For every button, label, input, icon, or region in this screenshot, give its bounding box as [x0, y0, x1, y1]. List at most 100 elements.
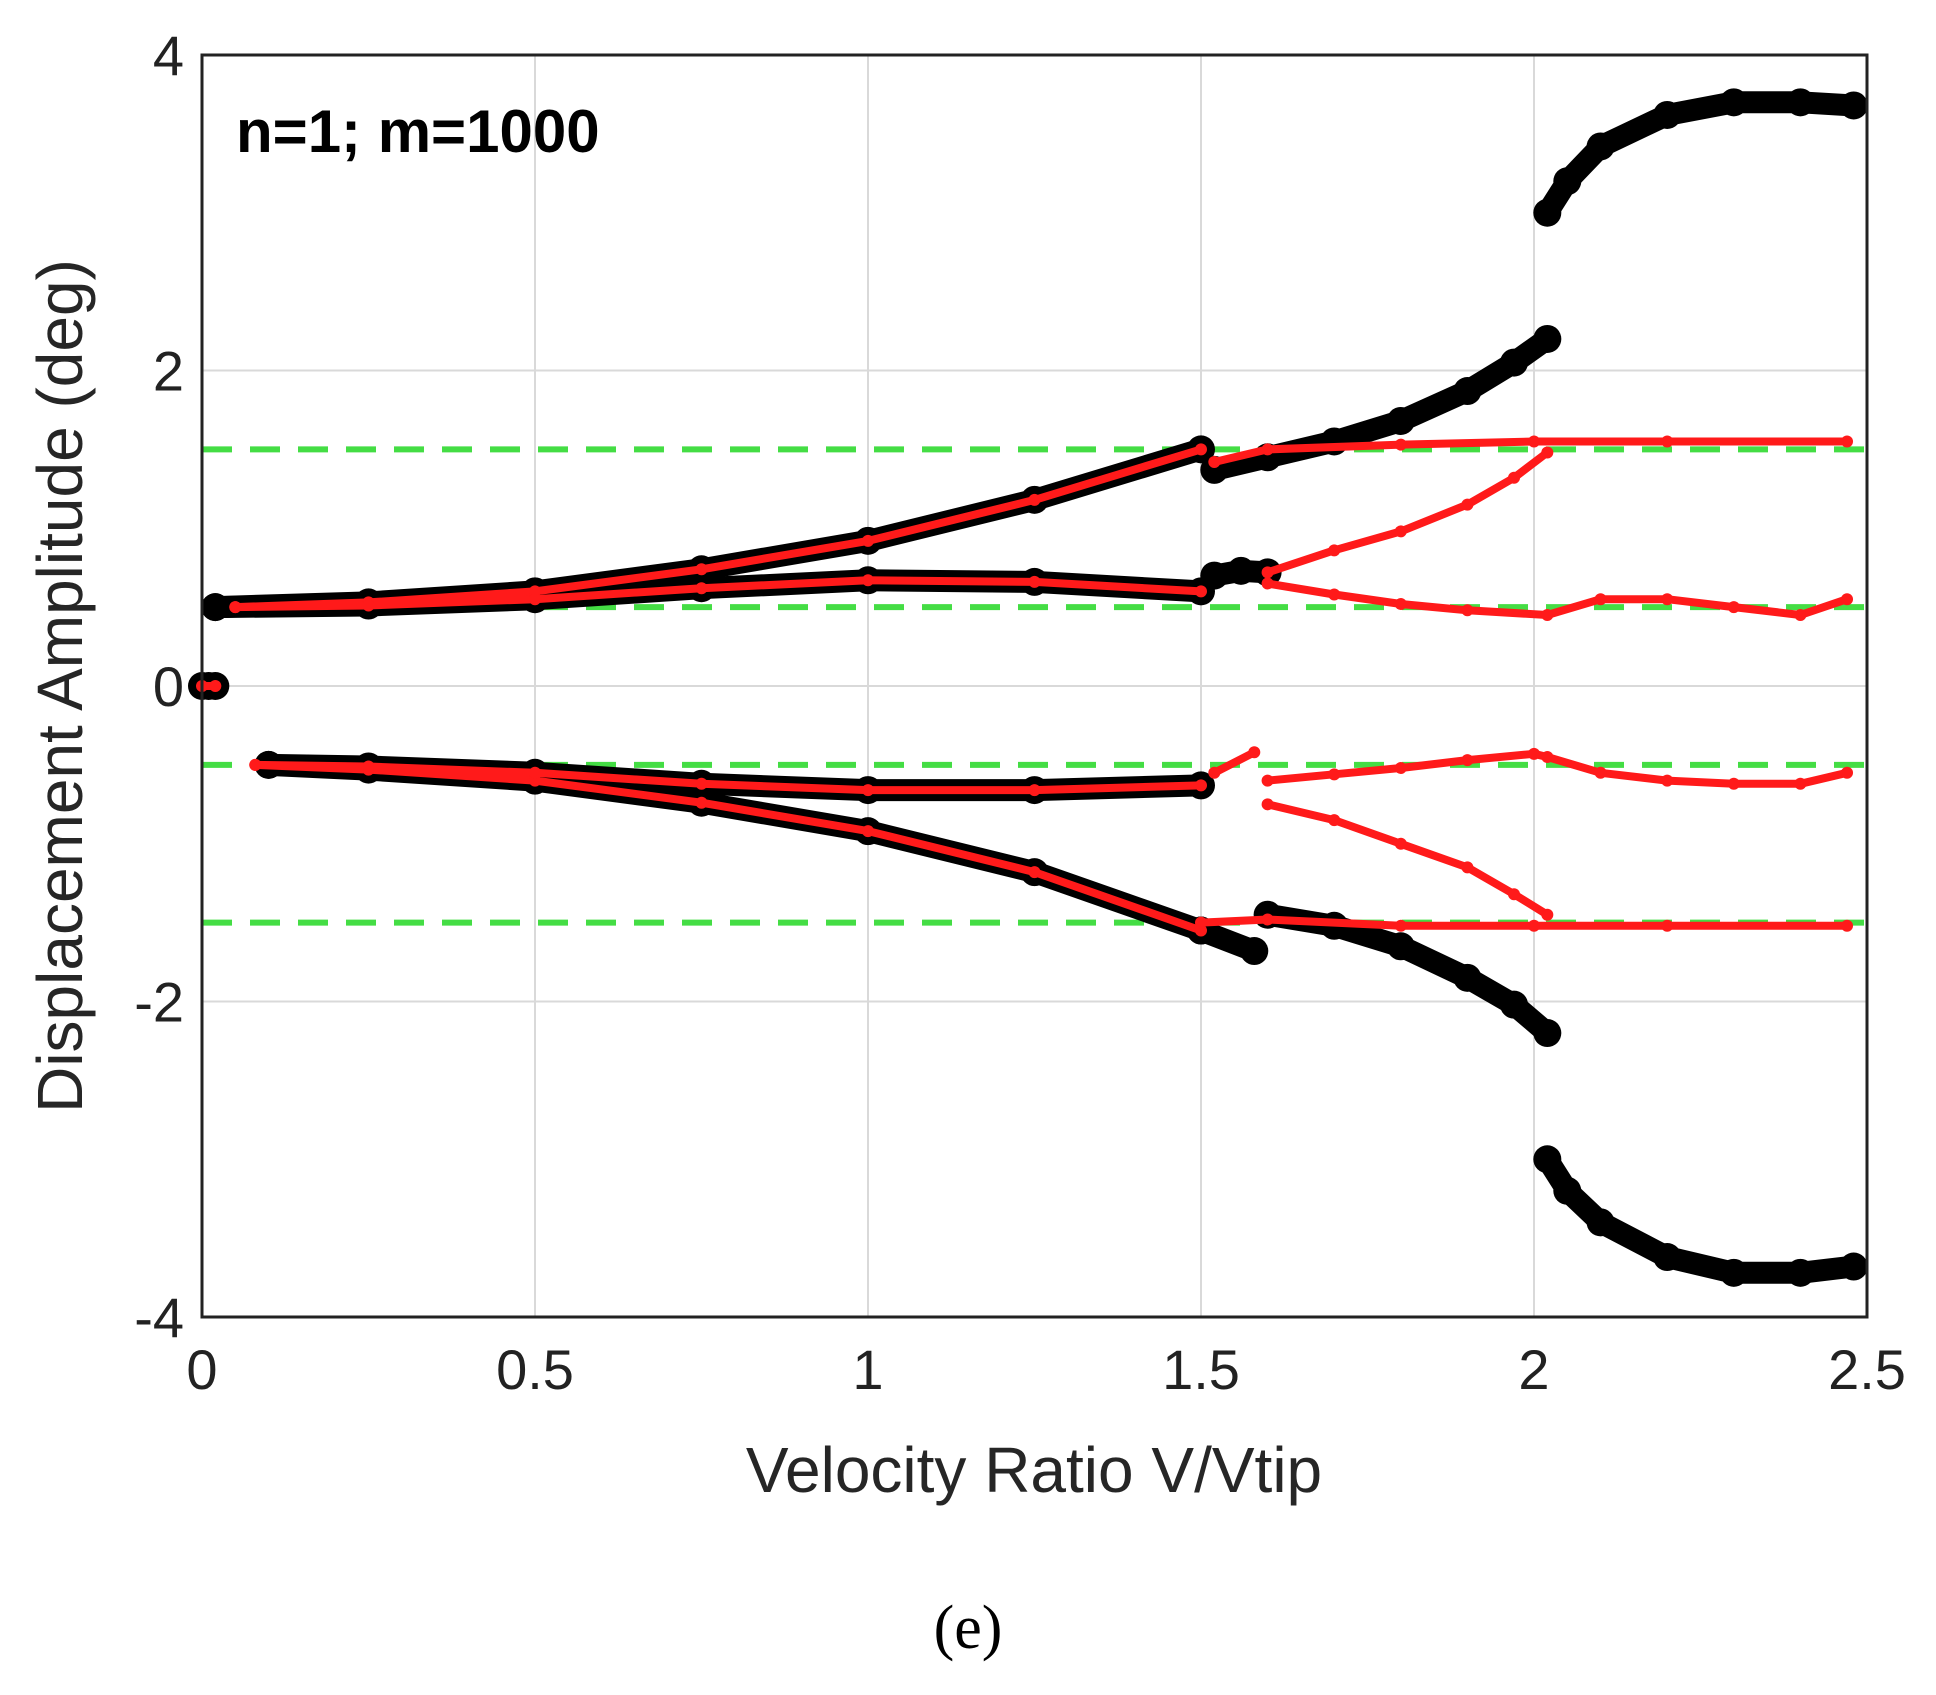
data-point: [362, 599, 375, 612]
data-point: [1839, 91, 1868, 120]
data-point: [1528, 747, 1540, 760]
data-point: [1661, 919, 1674, 932]
data-point: [1528, 435, 1540, 448]
data-series: [188, 88, 1868, 1287]
data-point: [1028, 784, 1041, 797]
data-point: [1261, 913, 1274, 926]
data-point: [1528, 919, 1540, 932]
data-point: [362, 760, 375, 773]
data-point: [695, 777, 708, 790]
data-point: [1786, 1258, 1815, 1287]
series-red: [196, 435, 1854, 937]
x-axis-label: Velocity Ratio V/Vtip: [746, 1434, 1322, 1506]
data-point: [1248, 746, 1261, 759]
data-point: [1661, 435, 1674, 448]
data-point: [1328, 768, 1341, 781]
data-point: [201, 593, 230, 622]
data-point: [1841, 435, 1854, 448]
plot-frame: [200, 53, 1869, 1319]
data-point: [1394, 762, 1407, 775]
data-point: [1386, 406, 1415, 435]
data-point: [1500, 990, 1529, 1019]
data-point: [1786, 88, 1815, 117]
data-point: [1195, 443, 1207, 456]
data-point: [249, 758, 262, 771]
data-point: [529, 766, 541, 779]
data-point: [1261, 577, 1274, 590]
data-point: [1394, 525, 1407, 538]
data-point: [1553, 167, 1582, 196]
data-point: [1661, 774, 1674, 787]
tick-labels: 0 0.5 1 1.5 2 2.5 -4 -2 0 2 4: [134, 24, 1906, 1401]
data-point: [1195, 779, 1207, 792]
data-point: [1028, 866, 1041, 879]
data-point: [209, 680, 222, 692]
data-point: [1461, 861, 1474, 874]
data-point: [1533, 324, 1562, 353]
x-tick-label: 2: [1518, 1338, 1549, 1401]
series-red-trace: [1263, 579, 1851, 619]
data-point: [1719, 1258, 1748, 1287]
data-point: [1541, 446, 1554, 459]
data-point: [1394, 438, 1407, 451]
data-point: [1541, 908, 1554, 921]
x-tick-label: 1.5: [1162, 1338, 1240, 1401]
data-point: [1453, 963, 1482, 992]
data-point: [1533, 1145, 1562, 1174]
data-point: [229, 601, 242, 614]
data-point: [1461, 754, 1474, 767]
data-point: [1240, 937, 1269, 966]
series-red-trace: [1210, 437, 1851, 466]
data-point: [1594, 766, 1607, 779]
data-point: [1328, 814, 1341, 827]
data-point: [529, 593, 541, 606]
data-point: [1195, 585, 1207, 598]
data-point: [1195, 916, 1207, 929]
y-tick-label: 4: [153, 24, 184, 87]
data-point: [1586, 132, 1615, 161]
data-point: [1794, 777, 1807, 790]
data-point: [1200, 561, 1229, 590]
data-point: [1461, 498, 1474, 511]
data-point: [1653, 1243, 1682, 1272]
data-point: [1653, 100, 1682, 129]
data-point: [1719, 88, 1748, 117]
data-point: [1208, 455, 1221, 468]
series-red-trace: [1210, 748, 1259, 777]
data-point: [1226, 556, 1255, 585]
series-red-trace: [1263, 800, 1552, 919]
data-point: [1028, 493, 1041, 506]
series-red-trace: [1197, 915, 1851, 930]
reference-lines: [202, 446, 1867, 926]
x-tick-label: 0.5: [496, 1338, 574, 1401]
annotation: n=1; m=1000: [236, 98, 600, 165]
data-point: [1208, 766, 1221, 779]
data-point: [1508, 471, 1521, 484]
data-point: [695, 796, 708, 809]
data-point: [1261, 566, 1274, 579]
data-point: [1841, 919, 1854, 932]
y-tick-label: 2: [153, 340, 184, 403]
data-point: [1261, 774, 1274, 787]
data-point: [1586, 1208, 1615, 1237]
y-tick-label: -4: [134, 1286, 184, 1349]
data-point: [862, 534, 874, 547]
data-point: [862, 574, 874, 587]
x-tick-label: 2.5: [1828, 1338, 1906, 1401]
data-point: [1028, 575, 1041, 588]
data-point: [1453, 377, 1482, 406]
series-red-trace: [1263, 448, 1552, 577]
data-point: [1794, 609, 1807, 622]
data-point: [1394, 919, 1407, 932]
y-tick-label: 0: [153, 655, 184, 718]
data-point: [695, 563, 708, 576]
data-point: [1394, 837, 1407, 850]
data-point: [1328, 588, 1341, 601]
data-point: [695, 582, 708, 595]
data-point: [1261, 798, 1274, 811]
data-point: [1508, 888, 1521, 901]
y-axis-label: Displacement Amplitude (deg): [24, 259, 96, 1113]
data-point: [1594, 593, 1607, 606]
data-point: [1727, 777, 1740, 790]
